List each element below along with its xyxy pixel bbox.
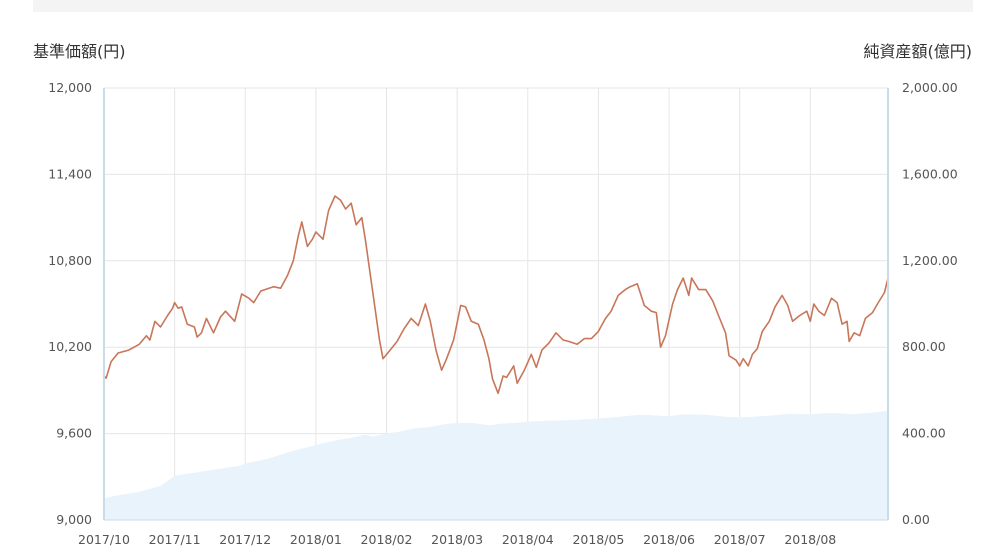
nav-line-layer: [103, 195, 889, 395]
top-bar: [33, 0, 973, 12]
y-tick-label: 9,000: [56, 512, 92, 527]
axes: 12,000 2,000.00 11,400 1,600.00 10,800 1,200.…: [48, 80, 957, 547]
y2-tick-label: 800.00: [902, 339, 946, 354]
y-tick-label: 10,800: [48, 253, 92, 268]
x-tick-label: 2018/07: [714, 532, 766, 547]
x-tick-label: 2017/12: [219, 532, 271, 547]
y2-tick-label: 0.00: [902, 512, 930, 527]
y2-tick-label: 400.00: [902, 426, 946, 441]
x-tick-label: 2018/08: [784, 532, 836, 547]
x-tick-label: 2018/06: [643, 532, 695, 547]
y-tick-label: 10,200: [48, 339, 92, 354]
x-tick-label: 2018/02: [361, 532, 413, 547]
y2-tick-label: 1,200.00: [902, 253, 958, 268]
assets-area-layer: [104, 410, 888, 520]
nav-line: [103, 195, 889, 395]
assets-area: [104, 410, 888, 520]
y2-tick-label: 2,000.00: [902, 80, 958, 95]
y-tick-label: 11,400: [48, 166, 92, 181]
left-axis-title: 基準価額(円): [33, 42, 126, 61]
x-tick-label: 2018/03: [431, 532, 483, 547]
x-tick-label: 2017/11: [149, 532, 201, 547]
y2-tick-label: 1,600.00: [902, 166, 958, 181]
y-tick-label: 9,600: [56, 426, 92, 441]
x-tick-label: 2018/04: [502, 532, 554, 547]
y-tick-label: 12,000: [48, 80, 92, 95]
x-tick-label: 2018/05: [572, 532, 624, 547]
right-axis-title: 純資産額(億円): [863, 42, 973, 61]
x-tick-label: 2018/01: [290, 532, 342, 547]
x-tick-label: 2017/10: [78, 532, 130, 547]
